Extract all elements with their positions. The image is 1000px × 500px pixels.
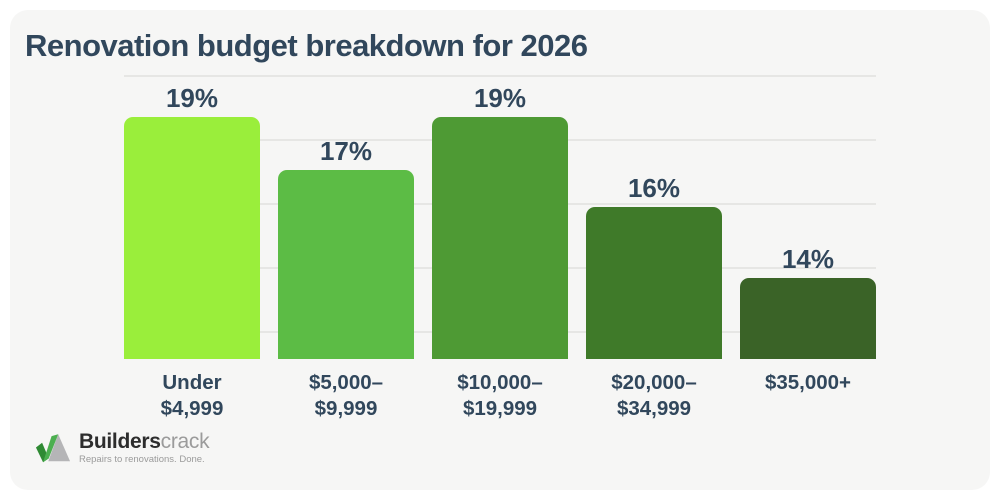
brand-name: Builderscrack: [79, 430, 210, 454]
bar-value-label: 16%: [627, 173, 681, 203]
bar-column: 14%: [740, 75, 876, 359]
category-label: $5,000– $9,999: [268, 370, 424, 422]
category-label: $10,000– $19,999: [422, 370, 578, 422]
brand-text-block: Builderscrack Repairs to renovations. Do…: [79, 430, 210, 465]
bar-value-label: 17%: [319, 136, 373, 166]
bar: [432, 117, 568, 359]
category-label-line: $4,999: [160, 397, 224, 420]
category-label-line: $19,999: [462, 397, 538, 420]
bar: [740, 278, 876, 359]
brand-name-bold: Builders: [79, 430, 161, 453]
chart-card: Renovation budget breakdown for 2026 19%…: [10, 10, 990, 490]
category-label: $35,000+: [730, 370, 886, 396]
category-label: $20,000– $34,999: [576, 370, 732, 422]
brand-name-light: crack: [160, 430, 210, 453]
bar-value-label: 19%: [473, 83, 527, 113]
category-label-line: $34,999: [616, 397, 692, 420]
bar: [586, 207, 722, 359]
category-label-line: $9,999: [314, 397, 378, 420]
bar: [278, 170, 414, 359]
bar-column: 16%: [586, 75, 722, 359]
bar-chart-plot-area: 19% 17% 19% 16% 14%: [124, 75, 876, 359]
brand-tagline: Repairs to renovations. Done.: [79, 454, 205, 465]
category-label-line: $10,000–: [457, 371, 543, 394]
category-label: Under $4,999: [114, 370, 270, 422]
bar: [124, 117, 260, 359]
category-label-line: $35,000+: [764, 371, 852, 394]
chart-title: Renovation budget breakdown for 2026: [25, 28, 588, 63]
bar-value-label: 19%: [165, 83, 219, 113]
brand-footer: Builderscrack Repairs to renovations. Do…: [35, 430, 210, 465]
category-label-line: $20,000–: [611, 371, 697, 394]
category-label-line: Under: [162, 371, 222, 394]
bar-column: 17%: [278, 75, 414, 359]
x-axis-category-labels: Under $4,999 $5,000– $9,999 $10,000– $19,999 $…: [124, 370, 876, 430]
builderscrack-logo-icon: [35, 434, 71, 463]
bar-value-label: 14%: [781, 244, 835, 274]
bar-column: 19%: [124, 75, 260, 359]
category-label-line: $5,000–: [308, 371, 384, 394]
gridline: [124, 75, 876, 77]
bar-column: 19%: [432, 75, 568, 359]
